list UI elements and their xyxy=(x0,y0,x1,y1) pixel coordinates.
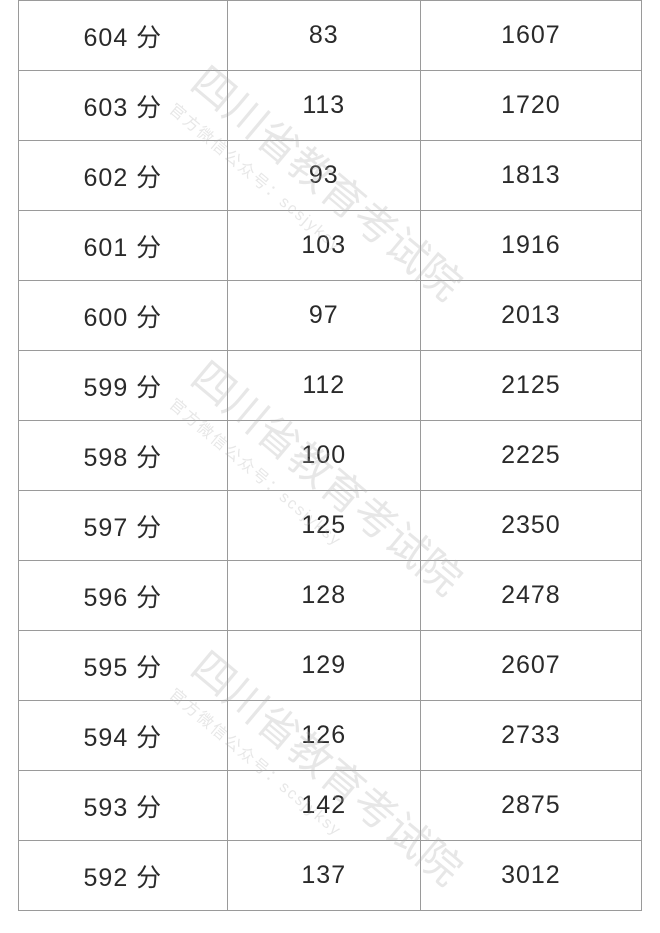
table-row: 601 分 103 1916 xyxy=(19,211,642,281)
cell-score: 602 分 xyxy=(19,141,228,211)
table-row: 597 分 125 2350 xyxy=(19,491,642,561)
score-table-body: 604 分 83 1607 603 分 113 1720 602 分 93 18… xyxy=(19,1,642,911)
cell-cumulative: 2350 xyxy=(420,491,641,561)
cell-score: 596 分 xyxy=(19,561,228,631)
table-row: 593 分 142 2875 xyxy=(19,771,642,841)
cell-cumulative: 2013 xyxy=(420,281,641,351)
cell-count: 129 xyxy=(227,631,420,701)
cell-cumulative: 2478 xyxy=(420,561,641,631)
cell-score: 593 分 xyxy=(19,771,228,841)
table-row: 602 分 93 1813 xyxy=(19,141,642,211)
cell-score: 598 分 xyxy=(19,421,228,491)
table-row: 592 分 137 3012 xyxy=(19,841,642,911)
cell-score: 601 分 xyxy=(19,211,228,281)
cell-cumulative: 1720 xyxy=(420,71,641,141)
cell-score: 592 分 xyxy=(19,841,228,911)
cell-count: 83 xyxy=(227,1,420,71)
cell-count: 137 xyxy=(227,841,420,911)
cell-cumulative: 2733 xyxy=(420,701,641,771)
table-row: 599 分 112 2125 xyxy=(19,351,642,421)
cell-score: 599 分 xyxy=(19,351,228,421)
cell-count: 142 xyxy=(227,771,420,841)
cell-cumulative: 2225 xyxy=(420,421,641,491)
cell-count: 113 xyxy=(227,71,420,141)
cell-cumulative: 2875 xyxy=(420,771,641,841)
table-row: 604 分 83 1607 xyxy=(19,1,642,71)
table-row: 595 分 129 2607 xyxy=(19,631,642,701)
cell-count: 100 xyxy=(227,421,420,491)
cell-cumulative: 1607 xyxy=(420,1,641,71)
cell-score: 597 分 xyxy=(19,491,228,561)
cell-score: 594 分 xyxy=(19,701,228,771)
cell-score: 603 分 xyxy=(19,71,228,141)
cell-score: 604 分 xyxy=(19,1,228,71)
cell-count: 93 xyxy=(227,141,420,211)
score-table: 604 分 83 1607 603 分 113 1720 602 分 93 18… xyxy=(18,0,642,911)
cell-cumulative: 3012 xyxy=(420,841,641,911)
table-row: 603 分 113 1720 xyxy=(19,71,642,141)
score-table-wrapper: 604 分 83 1607 603 分 113 1720 602 分 93 18… xyxy=(0,0,660,911)
table-row: 596 分 128 2478 xyxy=(19,561,642,631)
cell-count: 128 xyxy=(227,561,420,631)
cell-count: 103 xyxy=(227,211,420,281)
cell-count: 97 xyxy=(227,281,420,351)
table-row: 600 分 97 2013 xyxy=(19,281,642,351)
cell-cumulative: 2125 xyxy=(420,351,641,421)
table-row: 594 分 126 2733 xyxy=(19,701,642,771)
cell-count: 112 xyxy=(227,351,420,421)
cell-cumulative: 1916 xyxy=(420,211,641,281)
cell-count: 126 xyxy=(227,701,420,771)
table-row: 598 分 100 2225 xyxy=(19,421,642,491)
cell-score: 595 分 xyxy=(19,631,228,701)
cell-cumulative: 2607 xyxy=(420,631,641,701)
cell-cumulative: 1813 xyxy=(420,141,641,211)
cell-count: 125 xyxy=(227,491,420,561)
cell-score: 600 分 xyxy=(19,281,228,351)
